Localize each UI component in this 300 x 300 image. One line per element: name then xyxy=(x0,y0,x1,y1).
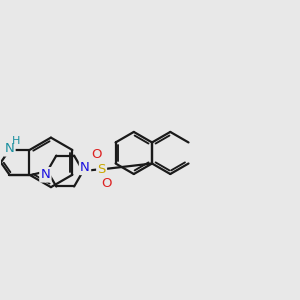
Text: O: O xyxy=(101,177,112,190)
Text: S: S xyxy=(98,163,106,176)
Text: N: N xyxy=(4,142,14,155)
Text: N: N xyxy=(40,168,50,181)
Text: N: N xyxy=(80,161,90,174)
Text: H: H xyxy=(12,136,21,146)
Text: O: O xyxy=(92,148,102,161)
